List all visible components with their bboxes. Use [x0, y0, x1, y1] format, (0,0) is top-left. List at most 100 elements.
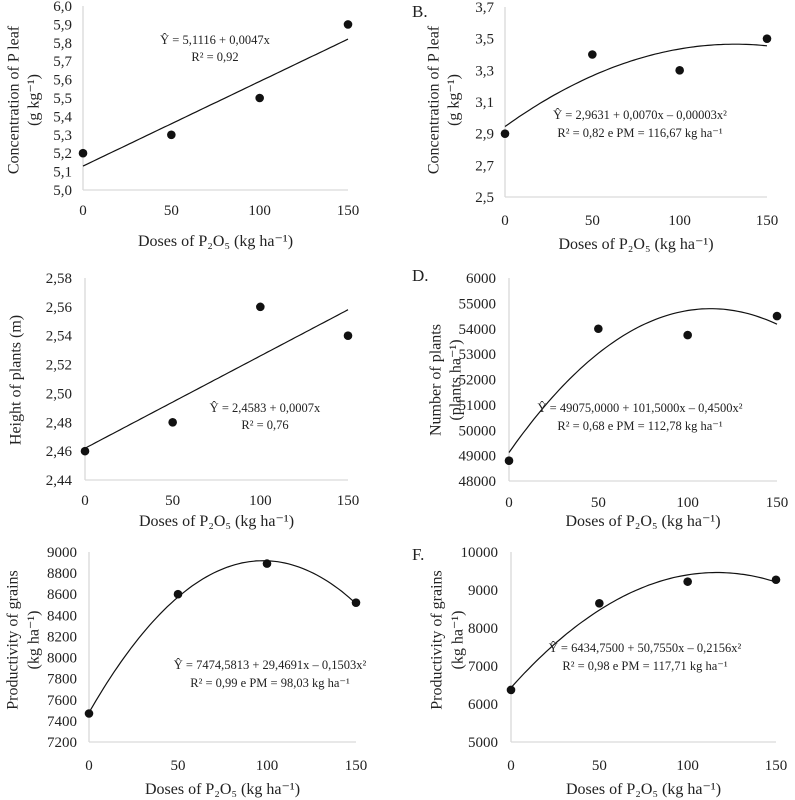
chart-panel-1: 5,0 5,1 5,2 5,3 5,4 5,5 5,6 5,7 5,8 5,9 6,0 0 50 100 1…: [6, 0, 360, 250]
y-tick-label: 10000: [461, 545, 499, 561]
y-tick-label: 5000: [468, 735, 498, 751]
y-tick-label: 9000: [47, 545, 77, 561]
x-tick-label: 50: [592, 758, 607, 774]
chart-panel-2: 2,5 2,7 2,9 3,1 3,3 3,5 3,7 0 50 100 150 Doses of P…: [412, 0, 778, 253]
regression-equation: Ŷ = 5,1116 + 0,0047x: [160, 33, 270, 47]
data-point: [683, 330, 692, 340]
data-point: [173, 589, 183, 599]
y-axis-title: Productivity of grains: [429, 570, 446, 710]
regression-equation: R² = 0,76: [241, 418, 288, 432]
y-tick-label: 9000: [468, 583, 498, 599]
y-axis-title: (kg ha⁻¹): [26, 611, 43, 670]
chart-panel-6: 5000 6000 7000 8000 9000 10000 0 50 100 150 Doses …: [412, 545, 787, 798]
y-tick-label: 2,5: [475, 190, 494, 206]
x-tick-label: 0: [501, 213, 509, 229]
x-axis-title: Doses of P₂O₅ (kg ha⁻¹): [565, 513, 720, 530]
x-tick-label: 100: [668, 213, 691, 229]
y-axis-title: Concentration of P leaf: [6, 25, 23, 174]
regression-equation: Ŷ = 2,9631 + 0,0070x – 0,00003x²: [553, 108, 727, 122]
data-point: [262, 559, 272, 568]
x-tick-label: 150: [766, 495, 789, 511]
y-axis-title: (g kg⁻¹): [26, 74, 43, 126]
data-point: [343, 20, 353, 29]
x-tick-label: 150: [765, 758, 788, 774]
x-tick-label: 150: [337, 493, 360, 509]
panel-label: D.: [412, 266, 429, 285]
y-tick-label: 5,7: [53, 54, 72, 70]
y-tick-label: 6000: [466, 271, 496, 287]
y-tick-label: 55000: [459, 296, 497, 312]
panel-label: F.: [412, 545, 424, 564]
y-axis-title: (g kg⁻¹): [446, 74, 463, 126]
y-tick-label: 5,4: [53, 109, 72, 125]
y-tick-label: 3,3: [475, 63, 494, 79]
y-tick-label: 6,0: [53, 0, 72, 15]
y-tick-label: 7000: [468, 659, 498, 675]
x-tick-label: 100: [248, 203, 271, 219]
y-tick-label: 6000: [468, 697, 498, 713]
x-tick-label: 0: [85, 758, 93, 774]
data-point: [255, 93, 264, 103]
regression-equation: Ŷ = 2,4583 + 0,0007x: [210, 401, 321, 415]
y-tick-label: 2,48: [46, 415, 72, 431]
y-tick-label: 5,6: [53, 73, 72, 89]
data-point: [588, 50, 597, 59]
x-tick-label: 100: [676, 495, 699, 511]
y-tick-label: 2,44: [46, 473, 73, 489]
data-point: [683, 577, 692, 586]
y-tick-label: 7400: [47, 714, 77, 730]
x-tick-label: 100: [249, 493, 272, 509]
y-axis-title: Concentration of P leaf: [426, 25, 443, 174]
chart-panel-3: 2,44 2,46 2,48 2,50 2,52 2,54 2,56 2,58 0 50 100 15…: [8, 271, 360, 530]
regression-equation: Ŷ = 49075,0000 + 101,5000x – 0,4500x²: [538, 401, 743, 415]
data-point: [594, 324, 603, 334]
x-tick-label: 150: [756, 213, 779, 229]
regression-equation: R² = 0,98 e PM = 117,71 kg ha⁻¹: [562, 659, 727, 673]
x-axis-title: Doses of P₂O₅ (kg ha⁻¹): [138, 233, 293, 250]
panel-label: B.: [412, 2, 428, 21]
y-tick-label: 53000: [459, 347, 497, 363]
y-tick-label: 5,3: [53, 128, 72, 144]
x-tick-label: 50: [164, 203, 179, 219]
y-tick-label: 5,9: [53, 17, 72, 33]
y-tick-label: 5,5: [53, 91, 72, 107]
x-axis-title: Doses of P₂O₅ (kg ha⁻¹): [558, 236, 713, 253]
chart-panel-5: 7200 7400 7600 7800 8000 8200 8400 8600 8800 9000…: [5, 545, 368, 798]
y-tick-label: 5,2: [53, 146, 72, 162]
y-tick-label: 2,46: [46, 444, 73, 460]
y-tick-label: 8400: [47, 608, 77, 624]
y-tick-label: 2,52: [46, 358, 72, 374]
y-tick-label: 7200: [47, 735, 77, 751]
data-point: [675, 66, 684, 75]
data-point: [343, 331, 353, 341]
y-axis-title: (plants ha⁻¹): [448, 339, 465, 420]
trend-line: [88, 560, 357, 713]
trend-line: [504, 43, 768, 127]
y-tick-label: 7600: [47, 693, 77, 709]
y-tick-label: 2,9: [475, 127, 494, 143]
x-tick-label: 50: [171, 758, 186, 774]
y-tick-label: 2,58: [46, 271, 72, 287]
regression-equation: Ŷ = 7474,5813 + 29,4691x – 0,1503x²: [174, 658, 367, 672]
y-tick-label: 54000: [459, 322, 497, 338]
regression-equation: R² = 0,68 e PM = 112,78 kg ha⁻¹: [557, 419, 722, 433]
y-tick-label: 8800: [47, 566, 77, 582]
y-tick-label: 8200: [47, 629, 77, 645]
data-point: [84, 709, 94, 718]
data-point: [771, 575, 781, 585]
y-tick-label: 8000: [47, 651, 77, 667]
y-tick-label: 2,56: [46, 300, 73, 316]
x-tick-label: 50: [165, 493, 180, 509]
trend-line: [84, 309, 349, 449]
y-tick-label: 48000: [459, 474, 497, 490]
data-point: [351, 598, 361, 607]
x-tick-label: 0: [505, 495, 513, 511]
x-tick-label: 0: [79, 203, 87, 219]
x-tick-label: 0: [507, 758, 515, 774]
y-tick-label: 5,1: [53, 165, 72, 181]
regression-equation: R² = 0,92: [191, 50, 238, 64]
y-tick-label: 51000: [459, 398, 497, 414]
y-tick-label: 8600: [47, 587, 77, 603]
y-tick-label: 2,50: [46, 386, 72, 402]
regression-equation: Ŷ = 6434,7500 + 50,7550x – 0,2156x²: [549, 641, 742, 655]
